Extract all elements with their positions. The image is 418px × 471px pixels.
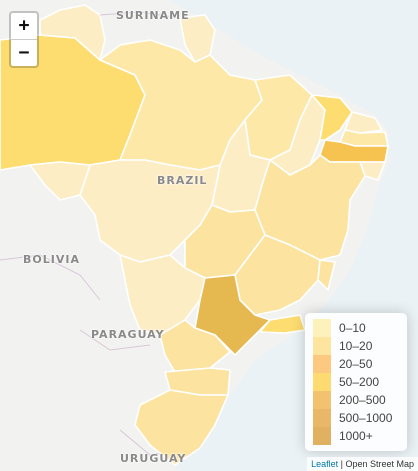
legend-label: 50–200: [339, 375, 380, 389]
state-ceara[interactable]: [311, 94, 353, 141]
legend-item: 50–200: [313, 373, 399, 391]
legend: 0–10 10–20 20–50 50–200 200–500 500–1000…: [305, 313, 407, 451]
legend-label: 1000+: [339, 429, 373, 443]
state-sao-paulo[interactable]: [194, 274, 271, 356]
attribution-text: | Open Street Map: [338, 459, 414, 469]
legend-item: 500–1000: [313, 409, 399, 427]
legend-item: 0–10: [313, 319, 399, 337]
legend-swatch: [313, 319, 331, 337]
state-espirito-santo[interactable]: [317, 259, 336, 291]
state-parana[interactable]: [159, 319, 231, 373]
label-uruguay: URUGUAY: [120, 452, 187, 465]
label-suriname: SURINAME: [116, 9, 190, 22]
legend-swatch: [313, 409, 331, 427]
state-minas-gerais[interactable]: [234, 234, 321, 316]
neighbour-border: [0, 254, 101, 301]
legend-item: 10–20: [313, 337, 399, 355]
legend-swatch: [313, 391, 331, 409]
label-bolivia: BOLIVIA: [23, 253, 80, 266]
attribution: Leaflet | Open Street Map: [307, 457, 418, 471]
state-rio-de-janeiro[interactable]: [259, 314, 306, 334]
zoom-in-button[interactable]: +: [18, 15, 30, 36]
suriname-border: [99, 11, 181, 19]
state-rio-grande-do-sul[interactable]: [134, 389, 229, 466]
state-roraima[interactable]: [39, 4, 106, 61]
legend-item: 1000+: [313, 427, 399, 445]
legend-item: 20–50: [313, 355, 399, 373]
zoom-control: + −: [9, 11, 39, 68]
legend-label: 500–1000: [339, 411, 393, 425]
legend-item: 200–500: [313, 391, 399, 409]
legend-label: 200–500: [339, 393, 386, 407]
zoom-out-button[interactable]: −: [11, 39, 37, 66]
legend-swatch: [313, 373, 331, 391]
state-mato-grosso-do-sul[interactable]: [119, 254, 206, 336]
leaflet-link[interactable]: Leaflet: [311, 459, 339, 469]
state-rio-grande-do-norte[interactable]: [344, 111, 383, 134]
legend-label: 0–10: [339, 321, 366, 335]
neighbour-border: [79, 329, 151, 351]
legend-swatch: [313, 337, 331, 355]
legend-swatch: [313, 355, 331, 373]
legend-label: 10–20: [339, 339, 373, 353]
legend-label: 20–50: [339, 357, 373, 371]
label-paraguay: PARAGUAY: [91, 328, 165, 341]
label-brazil: BRAZIL: [157, 174, 208, 187]
state-rondonia[interactable]: [29, 161, 91, 201]
legend-swatch: [313, 427, 331, 445]
